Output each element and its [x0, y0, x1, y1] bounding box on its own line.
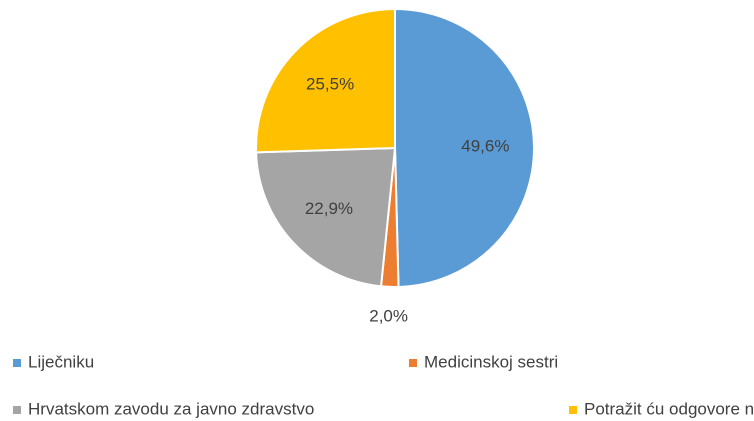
legend-marker [409, 359, 417, 367]
legend-marker [13, 406, 21, 414]
pie-slice [255, 7, 396, 154]
legend-label: Medicinskoj sestri [424, 352, 558, 371]
legend-label: Potražit ću odgovore na internetu [584, 399, 754, 418]
pie-slice [255, 146, 397, 288]
data-label: 2,0% [369, 306, 408, 325]
pie-slice [394, 7, 535, 288]
data-label: 22,9% [305, 199, 353, 218]
legend-label: Hrvatskom zavodu za javno zdravstvo [28, 399, 314, 418]
data-label: 49,6% [461, 136, 509, 155]
legend-marker [569, 406, 577, 414]
legend-marker [13, 359, 21, 367]
data-label: 25,5% [306, 75, 354, 94]
legend-label: Liječniku [28, 352, 94, 371]
